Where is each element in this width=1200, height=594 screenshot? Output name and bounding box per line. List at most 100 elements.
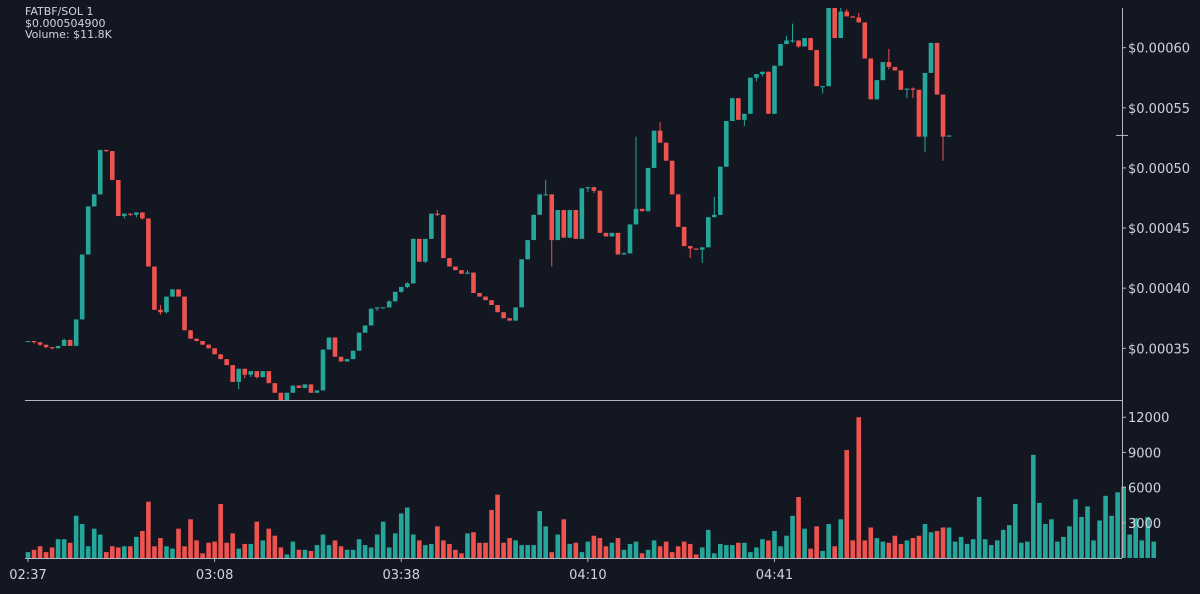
candle-body: [555, 210, 561, 241]
volume-bar: [374, 534, 380, 558]
volume-bar: [1139, 540, 1144, 558]
volume-bar: [1043, 523, 1048, 558]
candle-body: [134, 212, 139, 215]
volume-bar: [296, 549, 302, 558]
candle-body: [675, 194, 681, 227]
candle-body: [531, 214, 536, 241]
candle-body: [164, 296, 169, 313]
volume-bar: [55, 539, 61, 558]
volume-bar: [681, 541, 687, 558]
candle-body: [441, 214, 446, 259]
volume-bar: [459, 553, 464, 558]
volume-bar: [338, 546, 344, 558]
candle-body: [507, 318, 512, 321]
candle-body: [603, 232, 609, 237]
volume-bar: [597, 538, 603, 558]
volume-bar: [134, 536, 139, 558]
candle-body: [398, 286, 404, 292]
candle-body: [212, 348, 217, 355]
volume-bar: [194, 540, 199, 558]
volume-bar: [796, 497, 801, 558]
volume-bar: [1085, 506, 1090, 558]
volume-bar: [537, 511, 542, 558]
candle-body: [417, 238, 422, 262]
volume-bar: [814, 526, 819, 558]
volume-bar: [964, 543, 970, 558]
candle-body: [200, 341, 205, 345]
candle-body: [922, 72, 928, 137]
candle-body: [423, 238, 428, 262]
candle-body: [573, 210, 579, 239]
candle-body: [374, 307, 380, 309]
volume-bar: [519, 545, 524, 558]
candle-body: [832, 8, 837, 39]
volume-bar: [417, 540, 422, 558]
candle-body: [874, 80, 880, 100]
volume-bar: [892, 535, 898, 558]
candle-body: [61, 339, 67, 346]
candle-body: [669, 160, 675, 195]
volume-bar: [675, 546, 681, 558]
candle-body: [459, 270, 464, 274]
volume-bar: [140, 531, 145, 558]
candle-body: [760, 71, 765, 75]
volume-bar: [37, 546, 43, 558]
candle-body: [477, 292, 482, 297]
volume-bar: [832, 546, 837, 558]
volume-bar: [808, 548, 813, 558]
candle-body: [513, 307, 518, 321]
candle-body: [802, 38, 807, 47]
volume-bar: [1103, 495, 1108, 558]
volume-bar: [862, 540, 868, 558]
volume-bar: [850, 540, 856, 558]
candle-body: [748, 77, 753, 114]
volume-bar: [410, 534, 416, 558]
volume-tick-label: 9000: [1128, 446, 1161, 461]
candle-body: [43, 344, 49, 348]
volume-bar: [718, 543, 723, 558]
volume-bar: [778, 546, 783, 558]
volume-bar: [567, 543, 573, 558]
candle-body: [109, 151, 115, 180]
candle-body: [681, 226, 687, 247]
volume-bar: [158, 538, 163, 558]
volume-bar: [97, 534, 103, 558]
volume-label: Volume: $11.8K: [25, 28, 112, 41]
volume-bar: [639, 553, 645, 558]
candle-body: [814, 50, 819, 87]
candle-body: [392, 291, 398, 302]
volume-bar: [477, 542, 482, 558]
candle-body: [495, 305, 500, 313]
volume-bar: [447, 543, 452, 558]
volume-bar: [820, 550, 825, 558]
volume-bar: [423, 545, 428, 558]
volume-bar: [898, 543, 904, 558]
candle-body: [693, 248, 699, 250]
volume-bar: [1012, 504, 1018, 558]
candle-body: [615, 232, 621, 255]
volume-bar: [176, 528, 181, 558]
volume-bar: [128, 546, 133, 558]
candle-body: [356, 332, 362, 351]
volume-bar: [886, 542, 892, 558]
volume-bar: [868, 527, 874, 558]
candle-body: [435, 213, 440, 215]
candle-body: [254, 371, 260, 378]
pair-label: FATBF/SOL 1: [25, 5, 94, 18]
candle-body: [188, 330, 193, 339]
candle-body: [31, 341, 37, 343]
volume-bar: [946, 527, 952, 558]
candle-body: [579, 188, 585, 239]
candle-body: [350, 350, 356, 360]
candle-body: [97, 149, 103, 195]
volume-bar: [958, 536, 964, 558]
volume-bar: [621, 549, 627, 558]
volume-bar: [471, 532, 476, 558]
volume-bar: [754, 547, 759, 558]
volume-bar: [152, 546, 157, 558]
candle-body: [194, 338, 199, 342]
candle-body: [730, 98, 735, 122]
candle-body: [218, 354, 223, 360]
